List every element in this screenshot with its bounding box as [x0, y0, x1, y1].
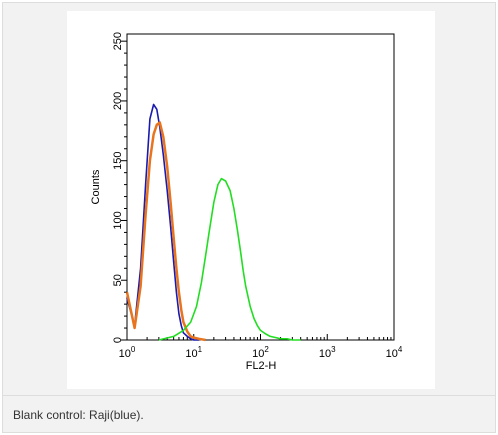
x-tick-label: 102 [252, 345, 269, 360]
y-tick-label: 100 [112, 211, 124, 229]
series-layer [125, 103, 301, 342]
caption-bar: Blank control: Raji(blue). [3, 395, 495, 432]
y-tick-label: 150 [112, 152, 124, 170]
y-tick-label: 250 [112, 32, 124, 50]
y-tick-label: 200 [112, 92, 124, 110]
figure-caption: Blank control: Raji(blue). [13, 408, 144, 422]
flow-cytometry-histogram: 0 50 100 150 200 250 100 101 102 103 104 FL2-H Co… [90, 32, 403, 372]
histogram-series-line [125, 121, 206, 342]
x-tick-label: 103 [319, 345, 336, 360]
y-axis-label: Counts [90, 169, 102, 204]
x-axis-ticks: 100 101 102 103 104 [119, 334, 403, 360]
x-tick-label: 101 [185, 345, 202, 360]
y-tick-label: 50 [112, 274, 124, 286]
y-tick-label: 0 [112, 337, 124, 343]
x-tick-label: 104 [386, 345, 403, 360]
plot-panel: 0 50 100 150 200 250 100 101 102 103 104 FL2-H Co… [67, 11, 435, 389]
y-axis-ticks: 0 50 100 150 200 250 [112, 32, 127, 343]
x-tick-label: 100 [119, 345, 136, 360]
histogram-series-line [126, 103, 199, 341]
x-axis-label: FL2-H [246, 360, 277, 372]
histogram-series-line [158, 177, 301, 341]
